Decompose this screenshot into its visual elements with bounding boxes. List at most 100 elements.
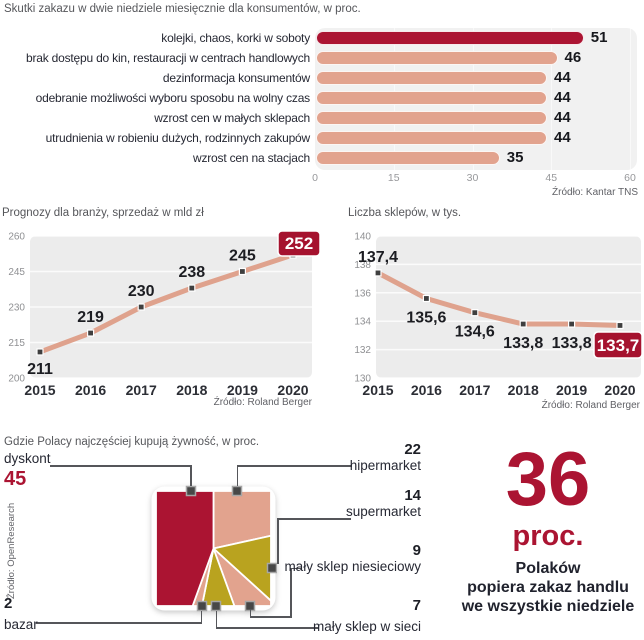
svg-text:230: 230 [8,303,25,314]
pie-value-bazar: 2 [4,595,13,612]
bar-category-label: wzrost cen na stacjach [193,151,310,165]
connector-hipermarket [236,465,352,467]
bar [316,131,547,145]
svg-text:219: 219 [77,309,104,326]
pie-label-wsieci-text: mały sklep w sieci [312,619,421,634]
connector-bazar [36,622,202,624]
pie-label-dyskont: dyskont 45 [4,450,51,490]
bar-chart-source: Źródło: Kantar TNS [552,187,638,198]
bar [316,71,547,85]
svg-text:133,7: 133,7 [597,336,640,355]
bar [316,91,547,105]
connector-supermarket [277,518,351,520]
connector-dyskont [50,465,191,467]
connector-niesieciowy-h2 [290,567,301,569]
bar-value-label: 51 [590,29,608,46]
bar [316,151,500,165]
svg-text:230: 230 [128,283,155,300]
pie-value-supermarket: 14 [404,487,421,504]
svg-text:2019: 2019 [556,382,587,398]
svg-text:245: 245 [229,248,256,265]
bar-category-label: utrudnienia w robieniu dużych, rodzinnyc… [45,131,311,145]
stat-line-1: Polaków [515,560,581,577]
svg-text:2015: 2015 [362,382,393,398]
svg-text:2019: 2019 [227,382,258,398]
svg-text:137,4: 137,4 [358,249,398,266]
pie-label-bazar: 2 bazar [4,596,38,632]
svg-text:2015: 2015 [24,382,55,398]
svg-text:2018: 2018 [508,382,539,398]
pie-label-supermarket: 14 supermarket [346,488,421,519]
svg-text:245: 245 [8,267,25,278]
svg-text:2017: 2017 [126,382,157,398]
pie-value-dyskont: 45 [4,468,27,490]
stat-unit: proc. [512,520,584,552]
connector-hipermarket-v [236,465,238,486]
stat-value: 36 [505,437,591,522]
bar-x-tick: 30 [466,172,479,184]
bar-category-label: dezinformacja konsumentów [162,71,310,85]
connector-bazar-v [200,611,202,623]
bar-x-tick: 60 [624,172,636,184]
svg-text:2017: 2017 [459,382,490,398]
stat-line-3: we wszystkie niedziele [461,598,635,615]
sales-chart-title: Prognozy dla branży, sprzedaż w mld zł [2,207,204,219]
pie-label-niesieciowy-text: mały sklep niesieciowy [284,559,421,574]
pie-chart-source: Źródło: OpenResearch [6,502,17,599]
svg-text:2020: 2020 [604,382,635,398]
pie-value-hipermarket: 22 [404,441,421,458]
svg-text:138: 138 [354,260,371,271]
pie-label-hipermarket-text: hipermarket [349,458,421,473]
connector-niesieciowy-h1 [249,616,292,618]
pie-value-niesieciowy: 9 [412,542,421,559]
svg-text:133,8: 133,8 [552,335,592,352]
pie-label-bazar-text: bazar [4,617,38,632]
bar-value-label: 46 [564,49,582,66]
svg-text:2016: 2016 [75,382,106,398]
svg-text:132: 132 [354,345,371,356]
connector-wsieci [215,627,319,629]
pie-chart-title: Gdzie Polacy najczęściej kupują żywność,… [4,436,260,448]
svg-text:252: 252 [285,234,313,253]
svg-text:134: 134 [354,317,371,328]
svg-text:134,6: 134,6 [455,324,495,341]
bar-x-tick: 15 [387,172,400,184]
svg-text:238: 238 [178,264,205,281]
shops-chart-title: Liczba sklepów, w tys. [348,207,462,219]
connector-niesieciowy-v1 [249,609,251,617]
bar-x-tick: 0 [312,172,318,184]
connector-wsieci-v [215,611,217,628]
bar [316,31,584,45]
svg-text:2018: 2018 [176,382,207,398]
pie-label-supermarket-text: supermarket [345,504,421,519]
bar-value-label: 44 [554,129,571,146]
svg-text:135,6: 135,6 [406,309,446,326]
bar-x-tick: 45 [545,172,558,184]
pie-value-wsieci: 7 [412,597,421,614]
svg-text:136: 136 [354,288,371,299]
svg-text:130: 130 [354,374,371,385]
svg-text:215: 215 [8,338,25,349]
bar [316,51,558,65]
bar-value-label: 35 [506,149,524,166]
svg-text:2020: 2020 [277,382,308,398]
svg-text:211: 211 [27,361,53,378]
bar-category-label: kolejki, chaos, korki w soboty [161,31,310,45]
svg-text:200: 200 [8,374,25,385]
stat-description: Polaków popiera zakaz handlu we wszystki… [448,559,644,616]
bar [316,111,547,125]
bar-value-label: 44 [554,69,571,86]
bar-category-label: brak dostępu do kin, restauracji w centr… [25,51,310,65]
connector-niesieciowy-v2 [290,567,292,618]
square-pie-chart [151,485,277,612]
bar-chart-plot: 0 15 30 45 60 kolejki, chaos, korki w soboty 5… [0,0,644,200]
shops-chart-source: Źródło: Roland Berger [541,400,640,411]
svg-text:133,8: 133,8 [503,335,543,352]
connector-dyskont-v [190,465,192,486]
connector-supermarket-v [277,518,279,564]
stat-block: 36 proc. Polaków popiera zakaz handlu we… [448,437,644,616]
bar-category-label: odebranie możliwości wyboru sposobu na w… [35,91,311,105]
pie-label-niesieciowy: 9 mały sklep niesieciowy [284,543,421,574]
pie-label-hipermarket: 22 hipermarket [350,442,421,473]
